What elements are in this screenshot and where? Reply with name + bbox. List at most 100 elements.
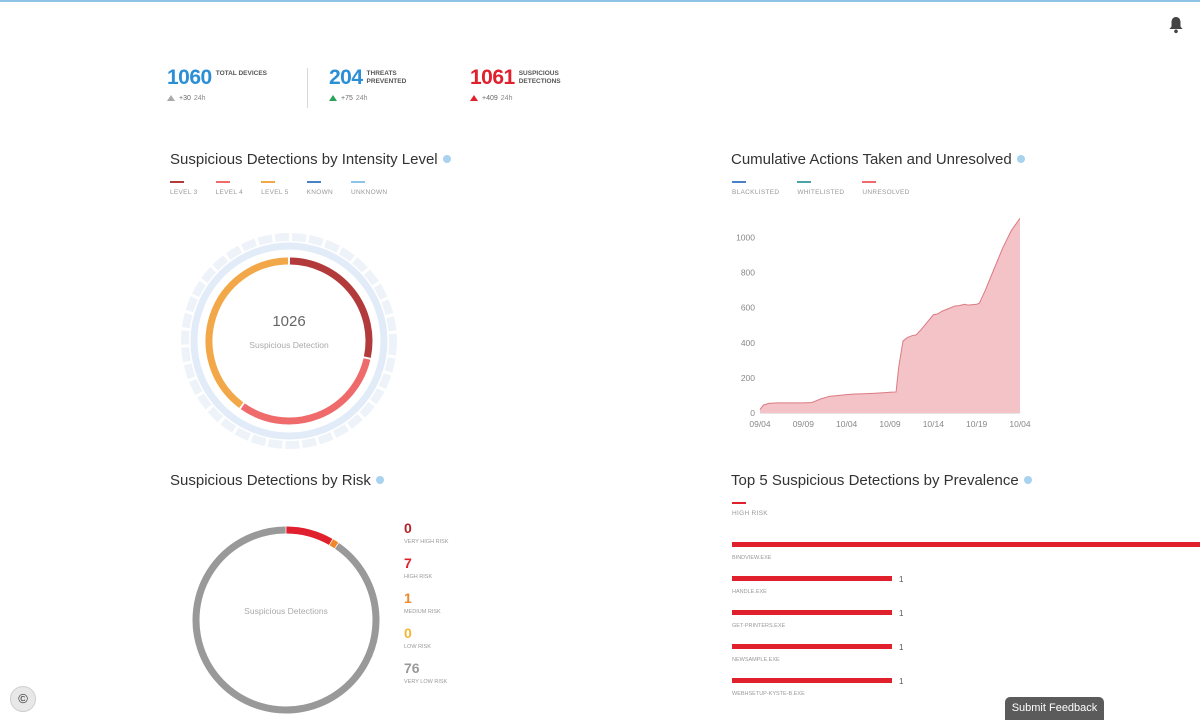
risk-label: VERY LOW RISK <box>404 679 448 685</box>
donut-center-value: 1026 <box>272 313 305 330</box>
bar-value-label: 1 <box>899 677 904 686</box>
stat-label: THREATS PREVENTED <box>366 70 407 85</box>
bell-icon[interactable] <box>1168 16 1184 34</box>
legend-label: UNRESOLVED <box>862 189 910 196</box>
risk-item[interactable]: 1 MEDIUM RISK <box>404 590 494 625</box>
info-icon[interactable] <box>375 476 384 484</box>
legend-label: WHITELISTED <box>797 189 845 196</box>
stat-period: 24h <box>355 95 368 102</box>
submit-feedback-button[interactable]: Submit Feedback <box>1005 697 1104 720</box>
copyright-icon[interactable]: © <box>10 686 36 712</box>
legend-label: LEVEL 4 <box>215 189 244 196</box>
risk-item[interactable]: 0 VERY HIGH RISK <box>404 520 494 555</box>
stat-period: 24h <box>193 95 206 102</box>
donut-slice-level-5[interactable] <box>205 257 289 408</box>
risk-donut-chart: Suspicious Detections <box>192 526 380 714</box>
top-accent-line <box>0 0 1200 2</box>
risk-count: 1 <box>404 590 412 606</box>
x-tick-label: 10/09 <box>879 419 901 429</box>
area-fill-unresolved <box>760 218 1020 413</box>
stat-label: TOTAL DEVICES <box>215 70 268 77</box>
risk-item[interactable]: 7 HIGH RISK <box>404 555 494 590</box>
x-tick-label: 09/09 <box>793 419 815 429</box>
risk-item[interactable]: 0 LOW RISK <box>404 625 494 660</box>
stat-value: 1061 <box>470 66 515 89</box>
legend-item[interactable]: UNRESOLVED <box>862 181 909 196</box>
prevalence-legend: HIGH RISK <box>732 502 768 517</box>
info-icon[interactable] <box>1023 476 1032 484</box>
donut-slice-high-risk[interactable] <box>286 526 333 545</box>
legend-item[interactable]: HIGH RISK <box>732 502 768 517</box>
prevalence-bar[interactable] <box>732 610 892 615</box>
intensity-legend: LEVEL 3 LEVEL 4 LEVEL 5 KNOWN UNKNOWN <box>170 181 387 196</box>
legend-item[interactable]: UNKNOWN <box>351 181 387 196</box>
risk-title: Suspicious Detections by Risk <box>170 472 384 489</box>
legend-item[interactable]: LEVEL 5 <box>261 181 289 196</box>
stat-period: 24h <box>500 95 513 102</box>
y-tick-label: 1000 <box>736 233 755 243</box>
y-tick-label: 400 <box>741 338 755 348</box>
legend-swatch <box>170 181 184 183</box>
bar-value-label: 1 <box>899 609 904 618</box>
info-icon[interactable] <box>442 155 451 163</box>
x-tick-label: 10/19 <box>966 419 988 429</box>
prevalence-bar-chart: BINDVIEW.EXE 1 HANDLE.EXE 1 GET-PRINTERS.EXE… <box>732 542 1200 697</box>
x-tick-label: 10/04 <box>1009 419 1031 429</box>
prevalence-bar[interactable] <box>732 576 892 581</box>
legend-item[interactable]: KNOWN <box>306 181 334 196</box>
prevalence-bar[interactable] <box>732 678 892 683</box>
risk-breakdown-list: 0 VERY HIGH RISK 7 HIGH RISK 1 MEDIUM RISK 0 LO… <box>404 520 494 695</box>
outer-ring-segments <box>181 233 397 449</box>
legend-swatch <box>351 181 366 183</box>
y-tick-label: 600 <box>741 303 755 313</box>
prevalence-bar[interactable] <box>732 542 1200 547</box>
bar-category-label: WEBHSETUP-KYSTE-B.EXE <box>732 691 805 697</box>
stats-divider <box>307 68 308 108</box>
risk-count: 76 <box>404 660 420 676</box>
bar-value-label: 1 <box>899 575 904 584</box>
trend-up-icon <box>470 95 478 101</box>
prevalence-bar[interactable] <box>732 644 892 649</box>
intensity-donut-chart: 1026 Suspicious Detection <box>181 233 397 449</box>
legend-label: KNOWN <box>306 189 334 196</box>
risk-item[interactable]: 76 VERY LOW RISK <box>404 660 494 695</box>
donut-slice-level-3[interactable] <box>289 257 373 358</box>
unknown-ring <box>190 242 388 440</box>
risk-label: MEDIUM RISK <box>404 609 441 615</box>
legend-item[interactable]: LEVEL 4 <box>215 181 244 196</box>
risk-count: 0 <box>404 520 412 536</box>
legend-item[interactable]: BLACKLISTED <box>732 181 779 196</box>
stat-delta: +30 <box>179 95 191 102</box>
donut-slice-very-low-risk[interactable] <box>192 526 380 714</box>
area-line-unresolved <box>759 217 1021 410</box>
donut-center-label: Suspicious Detection <box>249 340 329 350</box>
donut-slice-medium-risk[interactable] <box>329 539 339 549</box>
legend-swatch <box>306 181 321 183</box>
trend-up-icon <box>329 95 337 101</box>
stat-value: 204 <box>329 66 363 89</box>
risk-label: LOW RISK <box>404 644 431 650</box>
cumulative-legend: BLACKLISTED WHITELISTED UNRESOLVED <box>732 181 910 196</box>
info-icon[interactable] <box>1016 155 1025 163</box>
legend-swatch <box>797 181 812 183</box>
legend-swatch <box>215 181 230 183</box>
trend-up-icon <box>167 95 175 101</box>
x-tick-label: 09/04 <box>749 419 771 429</box>
legend-swatch <box>732 502 746 504</box>
y-tick-label: 800 <box>741 268 755 278</box>
legend-item[interactable]: WHITELISTED <box>797 181 844 196</box>
risk-label: VERY HIGH RISK <box>404 539 449 545</box>
risk-label: HIGH RISK <box>404 574 433 580</box>
stat-delta: +409 <box>482 95 498 102</box>
y-tick-label: 0 <box>750 408 755 418</box>
donut-slice-level-4[interactable] <box>240 358 371 425</box>
stat-label: SUSPICIOUS DETECTIONS <box>518 70 561 85</box>
risk-count: 7 <box>404 555 412 571</box>
x-tick-label: 10/04 <box>836 419 858 429</box>
legend-label: LEVEL 3 <box>170 189 198 196</box>
stat-threats-prevented: 204 THREATS PREVENTED +75 24h <box>329 66 415 102</box>
cumulative-area-chart: 0 200 400 600 800 1000 09/04 09/09 10/04 10/09 10/… <box>736 217 1031 429</box>
legend-item[interactable]: LEVEL 3 <box>170 181 198 196</box>
bar-category-label: HANDLE.EXE <box>732 589 767 595</box>
stat-suspicious-detections: 1061 SUSPICIOUS DETECTIONS +409 24h <box>470 66 571 102</box>
